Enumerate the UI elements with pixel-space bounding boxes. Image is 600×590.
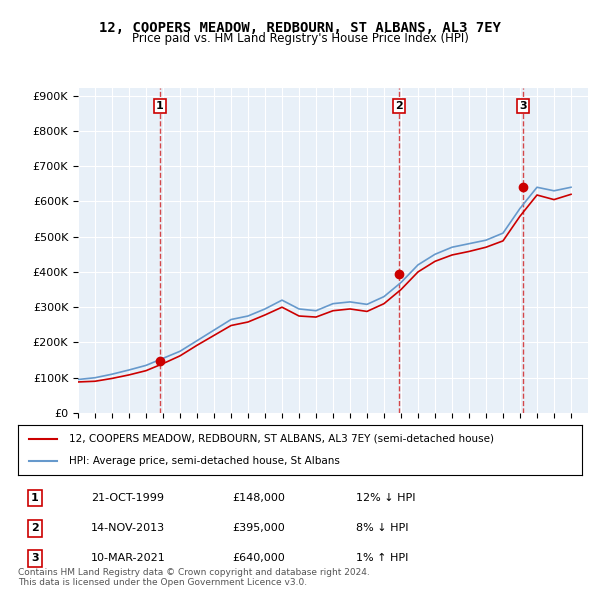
Text: 1: 1 — [156, 101, 163, 111]
Text: 3: 3 — [520, 101, 527, 111]
Text: Price paid vs. HM Land Registry's House Price Index (HPI): Price paid vs. HM Land Registry's House … — [131, 32, 469, 45]
Text: HPI: Average price, semi-detached house, St Albans: HPI: Average price, semi-detached house,… — [69, 456, 340, 466]
Text: 21-OCT-1999: 21-OCT-1999 — [91, 493, 164, 503]
Text: 8% ↓ HPI: 8% ↓ HPI — [356, 523, 409, 533]
Text: 3: 3 — [31, 553, 39, 563]
Text: 1: 1 — [31, 493, 39, 503]
Text: 12, COOPERS MEADOW, REDBOURN, ST ALBANS, AL3 7EY (semi-detached house): 12, COOPERS MEADOW, REDBOURN, ST ALBANS,… — [69, 434, 494, 444]
Text: 10-MAR-2021: 10-MAR-2021 — [91, 553, 166, 563]
Text: 12, COOPERS MEADOW, REDBOURN, ST ALBANS, AL3 7EY: 12, COOPERS MEADOW, REDBOURN, ST ALBANS,… — [99, 21, 501, 35]
Text: £148,000: £148,000 — [232, 493, 285, 503]
Text: 12% ↓ HPI: 12% ↓ HPI — [356, 493, 416, 503]
Text: 2: 2 — [395, 101, 403, 111]
Text: 1% ↑ HPI: 1% ↑ HPI — [356, 553, 409, 563]
Text: £395,000: £395,000 — [232, 523, 285, 533]
Text: 14-NOV-2013: 14-NOV-2013 — [91, 523, 166, 533]
Text: Contains HM Land Registry data © Crown copyright and database right 2024.
This d: Contains HM Land Registry data © Crown c… — [18, 568, 370, 587]
Text: 2: 2 — [31, 523, 39, 533]
Text: £640,000: £640,000 — [232, 553, 285, 563]
